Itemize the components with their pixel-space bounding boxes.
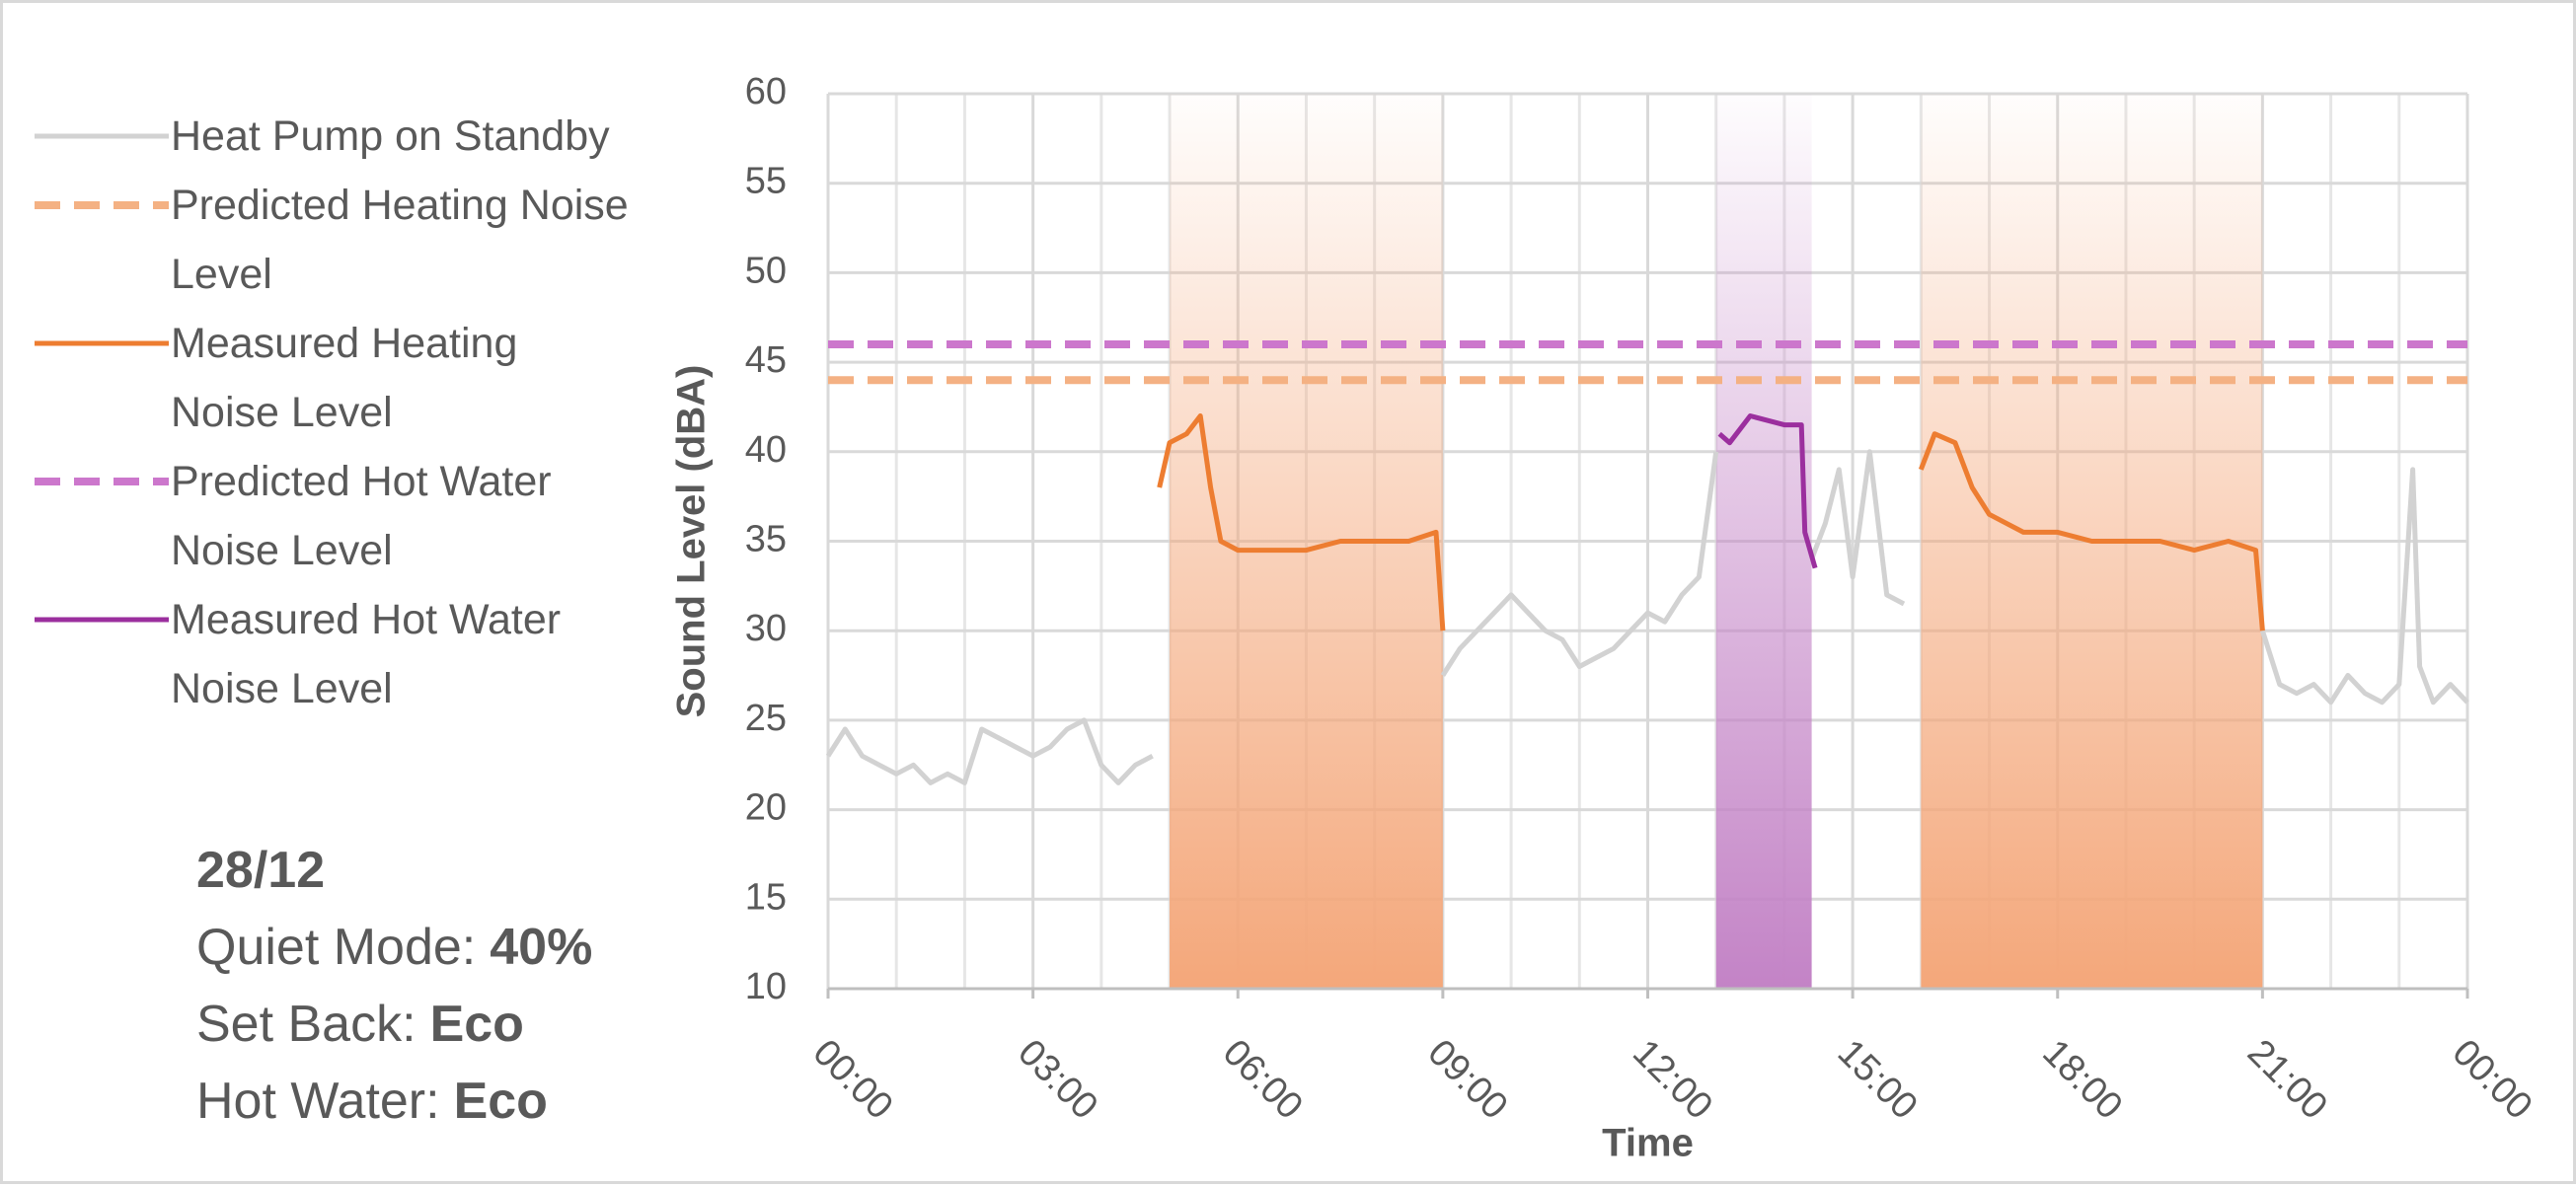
y-tick-label: 25 xyxy=(745,698,787,739)
x-tick-label: 21:00 xyxy=(2239,1032,2335,1128)
info-row: Quiet Mode: 40% xyxy=(196,909,592,986)
date: 28/12 xyxy=(196,842,326,899)
legend-label: Heat Pump on Standby xyxy=(171,112,610,160)
legend-item: Predicted Heating Noise Level xyxy=(33,171,644,309)
info-row: Set Back: Eco xyxy=(196,986,592,1063)
x-tick-label: 06:00 xyxy=(1215,1032,1311,1128)
x-tick-label: 18:00 xyxy=(2034,1032,2130,1128)
legend-item: Measured Heating Noise Level xyxy=(33,309,644,447)
legend-swatch xyxy=(35,617,169,623)
legend-item: Predicted Hot Water Noise Level xyxy=(33,447,644,585)
legend-swatch xyxy=(35,340,169,346)
legend-item: Heat Pump on Standby xyxy=(33,102,644,171)
y-tick-label: 45 xyxy=(745,339,787,381)
info-row: Hot Water: Eco xyxy=(196,1063,592,1140)
legend-item: Measured Hot Water Noise Level xyxy=(33,585,644,723)
y-tick-label: 30 xyxy=(745,608,787,649)
x-axis-title: Time xyxy=(1602,1122,1694,1165)
y-tick-label: 35 xyxy=(745,519,787,560)
y-tick-label: 10 xyxy=(745,966,787,1007)
y-tick-label: 55 xyxy=(745,161,787,202)
x-tick-label: 00:00 xyxy=(805,1032,901,1128)
legend-swatch xyxy=(35,201,169,209)
x-tick-label: 15:00 xyxy=(1830,1032,1926,1128)
legend: Heat Pump on Standby Predicted Heating No… xyxy=(33,102,644,723)
y-tick-label: 15 xyxy=(745,876,787,918)
info-value: Eco xyxy=(453,1073,548,1130)
info-label: Quiet Mode: xyxy=(196,919,477,976)
info-label: Set Back: xyxy=(196,996,417,1053)
series-line xyxy=(825,449,2469,785)
info-panel: 28/12 Quiet Mode: 40% Set Back: Eco Hot Wate… xyxy=(196,832,592,1140)
x-tick-label: 00:00 xyxy=(2445,1032,2540,1128)
legend-label: Measured Hot Water Noise Level xyxy=(171,596,562,712)
info-value: 40% xyxy=(490,919,593,976)
legend-label: Predicted Heating Noise Level xyxy=(171,182,629,298)
shaded-region xyxy=(1715,94,1812,989)
info-label: Hot Water: xyxy=(196,1073,440,1130)
y-tick-label: 60 xyxy=(745,71,787,112)
legend-label: Measured Heating Noise Level xyxy=(171,320,518,436)
legend-label: Predicted Hot Water Noise Level xyxy=(171,458,552,574)
x-tick-label: 09:00 xyxy=(1419,1032,1515,1128)
y-tick-label: 40 xyxy=(745,429,787,471)
y-tick-label: 20 xyxy=(745,787,787,829)
y-tick-label: 50 xyxy=(745,250,787,291)
info-value: Eco xyxy=(429,996,524,1053)
series-line xyxy=(1717,413,1818,569)
x-tick-label: 12:00 xyxy=(1625,1032,1720,1128)
chart: 10 15 20 25 30 35 40 45 50 55 60 00:00 03:00 06:00 09:… xyxy=(670,71,2540,1165)
legend-swatch xyxy=(35,133,169,139)
y-axis-title: Sound Level (dBA) xyxy=(670,365,714,718)
x-tick-label: 03:00 xyxy=(1010,1032,1105,1128)
legend-swatch xyxy=(35,478,169,485)
series-line xyxy=(1157,413,2265,631)
